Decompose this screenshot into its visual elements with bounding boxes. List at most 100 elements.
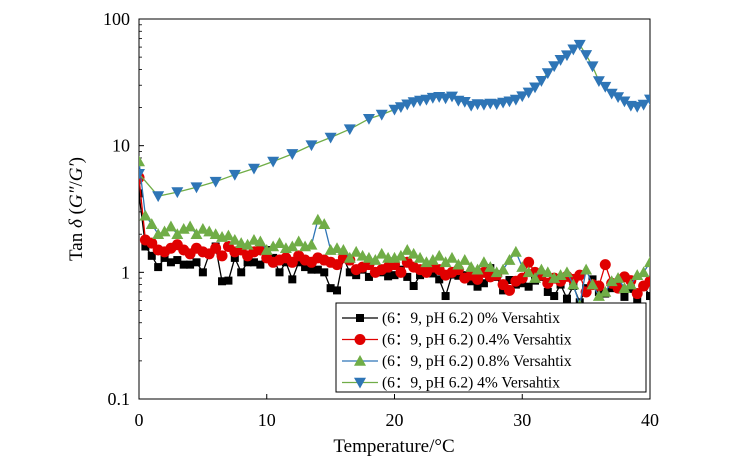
y-tick-label: 0.1 <box>108 389 131 409</box>
data-point <box>631 288 643 300</box>
legend-box <box>335 302 647 393</box>
legend-label: (6：9, pH 6.2) 0% Versahtix <box>382 310 560 327</box>
data-point <box>288 275 297 284</box>
y-tick-labels: 0.1 1 10 100 <box>103 9 130 409</box>
data-point <box>631 101 644 113</box>
data-point <box>541 68 554 80</box>
data-point <box>580 263 593 275</box>
y-title-part: δ <box>66 218 87 228</box>
data-point <box>343 124 356 136</box>
data-point <box>305 238 318 250</box>
data-point <box>354 334 366 345</box>
data-point <box>548 61 561 73</box>
data-point <box>198 268 207 277</box>
data-point <box>267 156 280 168</box>
data-point <box>644 94 650 106</box>
data-point <box>228 169 241 181</box>
data-point <box>586 278 599 290</box>
data-point <box>541 266 554 278</box>
data-point <box>618 96 631 108</box>
data-point <box>471 263 484 275</box>
data-point <box>562 294 571 303</box>
data-point <box>256 260 265 269</box>
data-point <box>224 276 233 285</box>
data-point <box>560 50 573 62</box>
legend-entries: (6：9, pH 6.2) 0% Versahtix (6：9, pH 6.2) … <box>342 310 572 392</box>
series-line <box>139 43 650 197</box>
data-point <box>154 263 163 272</box>
data-point <box>390 271 399 280</box>
data-point <box>275 268 284 277</box>
data-point <box>192 258 201 267</box>
data-point <box>433 249 446 261</box>
data-point <box>484 261 497 272</box>
data-point <box>439 256 452 268</box>
data-point <box>249 258 258 267</box>
data-point <box>362 251 375 263</box>
data-point <box>467 277 476 286</box>
data-point <box>416 271 425 280</box>
data-point <box>435 275 444 284</box>
data-point <box>354 355 366 366</box>
data-point <box>580 50 593 61</box>
legend-label: (6：9, pH 6.2) 0.4% Versahtix <box>382 332 572 349</box>
data-point <box>394 102 407 113</box>
data-point <box>401 99 414 111</box>
data-point <box>273 237 286 248</box>
data-point <box>567 44 580 56</box>
data-point <box>333 286 342 295</box>
data-point <box>505 275 514 284</box>
data-point <box>403 272 412 281</box>
data-point <box>184 220 197 232</box>
data-point <box>190 228 203 240</box>
data-point <box>210 242 222 254</box>
data-point <box>452 258 465 270</box>
data-point <box>139 155 145 167</box>
data-point <box>139 209 152 221</box>
data-point <box>409 282 418 291</box>
data-point <box>305 140 318 152</box>
data-point <box>550 292 559 301</box>
data-point <box>523 256 535 268</box>
data-point <box>414 251 427 263</box>
data-point <box>605 275 618 287</box>
data-point <box>472 273 484 285</box>
data-point <box>637 99 650 111</box>
data-point <box>529 272 542 283</box>
legend-entry: (6：9, pH 6.2) 0.4% Versahtix <box>342 332 572 349</box>
data-point <box>535 76 548 87</box>
data-point <box>428 269 437 278</box>
y-title-part: ) <box>66 157 87 163</box>
data-point <box>203 225 216 237</box>
data-point <box>147 251 156 260</box>
data-point <box>586 61 599 73</box>
data-point <box>209 228 222 240</box>
y-tick-label: 10 <box>112 136 130 156</box>
legend-label: (6：9, pH 6.2) 4% Versahtix <box>382 375 560 392</box>
data-point <box>516 91 529 103</box>
legend-entry: (6：9, pH 6.2) 0% Versahtix <box>342 310 560 327</box>
data-point <box>345 268 354 277</box>
x-tick-label: 10 <box>258 410 276 430</box>
x-tick-label: 40 <box>641 410 659 430</box>
data-point <box>160 253 169 262</box>
data-point <box>646 292 650 301</box>
data-point <box>375 109 388 121</box>
data-point <box>445 251 458 263</box>
data-point <box>458 254 471 265</box>
data-point <box>477 256 490 268</box>
data-point <box>139 168 145 180</box>
data-point <box>473 282 482 291</box>
data-point <box>307 265 316 274</box>
data-point <box>164 220 177 232</box>
data-point <box>605 88 618 100</box>
data-point <box>294 258 303 267</box>
series-4 <box>139 39 650 203</box>
data-point <box>618 282 631 293</box>
data-point <box>356 249 369 261</box>
y-title-part: G′ <box>66 162 87 181</box>
legend-entry: (6：9, pH 6.2) 4% Versahtix <box>342 375 560 392</box>
y-axis-title: Tan δ (G″/G′) <box>66 157 87 261</box>
data-point <box>354 377 366 389</box>
